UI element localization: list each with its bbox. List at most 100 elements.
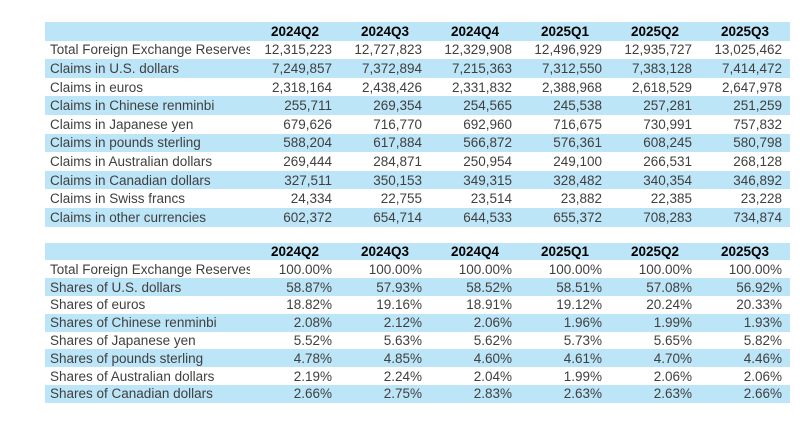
column-header-quarter: 2024Q3 bbox=[360, 243, 410, 259]
value-cell: 255,711 bbox=[284, 98, 332, 114]
table-row: Shares of euros 18.82% 19.16% 18.91% 19.12% 2… bbox=[45, 296, 790, 314]
row-label: Claims in U.S. dollars bbox=[50, 60, 180, 76]
value-cell: 2.06% bbox=[743, 368, 782, 384]
table-row: Claims in Japanese yen 679,626 716,770 692,… bbox=[45, 115, 790, 134]
column-header-quarter: 2025Q2 bbox=[630, 23, 680, 39]
value-cell: 716,675 bbox=[553, 116, 602, 132]
value-cell: 679,626 bbox=[283, 116, 332, 132]
value-cell: 19.12% bbox=[556, 297, 602, 313]
column-header-quarter: 2024Q2 bbox=[270, 243, 320, 259]
value-cell: 655,372 bbox=[553, 209, 602, 225]
row-label: Shares of Australian dollars bbox=[50, 368, 215, 384]
value-cell: 644,533 bbox=[463, 209, 512, 225]
value-cell: 5.65% bbox=[653, 332, 692, 348]
value-cell: 350,153 bbox=[373, 172, 422, 188]
value-cell: 1.99% bbox=[653, 315, 692, 331]
value-cell: 7,372,894 bbox=[361, 60, 422, 76]
row-label: Claims in other currencies bbox=[50, 209, 207, 225]
value-cell: 2.63% bbox=[653, 386, 692, 402]
reserves-levels-table: 2024Q2 2024Q3 2024Q4 2025Q1 2025Q2 2025Q3 Tota… bbox=[45, 22, 790, 227]
value-cell: 20.24% bbox=[646, 297, 692, 313]
value-cell: 7,383,128 bbox=[631, 60, 692, 76]
value-cell: 12,727,823 bbox=[354, 42, 422, 58]
value-cell: 250,954 bbox=[463, 153, 512, 169]
row-label: Shares of U.S. dollars bbox=[50, 279, 182, 295]
table-row: Claims in euros 2,318,164 2,438,426 2,331,8… bbox=[45, 78, 790, 97]
table-row: Total Foreign Exchange Reserves 100.00% 10… bbox=[45, 260, 790, 278]
value-cell: 349,315 bbox=[463, 172, 512, 188]
table-row: Claims in U.S. dollars 7,249,857 7,372,894… bbox=[45, 59, 790, 78]
row-label: Shares of Chinese renminbi bbox=[50, 315, 217, 331]
table-row: Claims in Canadian dollars 327,511 350,153… bbox=[45, 170, 790, 190]
column-header-quarter: 2025Q1 bbox=[540, 243, 590, 259]
value-cell: 4.85% bbox=[383, 350, 422, 366]
value-cell: 327,511 bbox=[284, 172, 332, 188]
value-cell: 4.70% bbox=[653, 350, 692, 366]
value-cell: 7,249,857 bbox=[271, 60, 332, 76]
row-label: Total Foreign Exchange Reserves bbox=[50, 261, 250, 277]
value-cell: 2,438,426 bbox=[361, 79, 422, 95]
column-header-quarter: 2024Q2 bbox=[270, 23, 320, 39]
column-header-quarter: 2025Q3 bbox=[720, 243, 770, 259]
value-cell: 654,714 bbox=[373, 209, 422, 225]
row-label: Claims in Japanese yen bbox=[50, 116, 194, 132]
value-cell: 2.83% bbox=[473, 386, 512, 402]
row-label: Shares of Japanese yen bbox=[50, 332, 196, 348]
value-cell: 588,204 bbox=[283, 135, 332, 151]
value-cell: 7,215,363 bbox=[451, 60, 512, 76]
value-cell: 57.08% bbox=[646, 279, 692, 295]
table-row: Shares of Australian dollars 2.19% 2.24% 2.… bbox=[45, 367, 790, 385]
value-cell: 346,892 bbox=[733, 172, 782, 188]
value-cell: 576,361 bbox=[553, 135, 602, 151]
value-cell: 4.60% bbox=[473, 350, 512, 366]
value-cell: 266,531 bbox=[643, 153, 692, 169]
header-row: 2024Q2 2024Q3 2024Q4 2025Q1 2025Q2 2025Q3 bbox=[45, 22, 790, 41]
value-cell: 22,385 bbox=[650, 191, 692, 207]
value-cell: 2.06% bbox=[653, 368, 692, 384]
value-cell: 4.61% bbox=[563, 350, 602, 366]
value-cell: 602,372 bbox=[283, 209, 332, 225]
value-cell: 2,647,978 bbox=[721, 79, 782, 95]
value-cell: 5.52% bbox=[293, 332, 332, 348]
row-label: Claims in pounds sterling bbox=[50, 135, 201, 151]
row-label: Claims in Canadian dollars bbox=[50, 172, 211, 188]
row-label: Total Foreign Exchange Reserves bbox=[50, 42, 250, 58]
value-cell: 23,228 bbox=[740, 191, 782, 207]
value-cell: 2.66% bbox=[743, 386, 782, 402]
value-cell: 1.99% bbox=[563, 368, 602, 384]
value-cell: 18.91% bbox=[466, 297, 512, 313]
value-cell: 19.16% bbox=[376, 297, 422, 313]
value-cell: 24,334 bbox=[290, 191, 332, 207]
row-label: Claims in euros bbox=[50, 79, 144, 95]
value-cell: 251,259 bbox=[733, 98, 782, 114]
column-header-quarter: 2025Q1 bbox=[540, 23, 590, 39]
value-cell: 566,872 bbox=[463, 135, 512, 151]
value-cell: 2.08% bbox=[293, 315, 332, 331]
column-header-quarter: 2025Q3 bbox=[720, 23, 770, 39]
table-row: Claims in Australian dollars 269,444 284,8… bbox=[45, 152, 790, 171]
value-cell: 2,618,529 bbox=[631, 79, 692, 95]
value-cell: 100.00% bbox=[368, 261, 422, 277]
value-cell: 5.62% bbox=[473, 332, 512, 348]
value-cell: 2,388,968 bbox=[541, 79, 602, 95]
table-row: Shares of Japanese yen 5.52% 5.63% 5.62% 5.7… bbox=[45, 332, 790, 350]
value-cell: 284,871 bbox=[373, 153, 422, 169]
value-cell: 245,538 bbox=[553, 98, 602, 114]
table-row: Claims in pounds sterling 588,204 617,884 5… bbox=[45, 133, 790, 153]
value-cell: 734,874 bbox=[733, 209, 782, 225]
column-header-quarter: 2024Q4 bbox=[450, 243, 500, 259]
value-cell: 7,312,550 bbox=[541, 60, 602, 76]
table-row: Shares of U.S. dollars 58.87% 57.93% 58.52%… bbox=[45, 278, 790, 296]
value-cell: 100.00% bbox=[458, 261, 512, 277]
value-cell: 58.51% bbox=[556, 279, 602, 295]
value-cell: 23,514 bbox=[470, 191, 512, 207]
value-cell: 617,884 bbox=[373, 135, 422, 151]
value-cell: 7,414,472 bbox=[721, 60, 782, 76]
value-cell: 5.63% bbox=[383, 332, 422, 348]
value-cell: 1.96% bbox=[563, 315, 602, 331]
value-cell: 269,354 bbox=[373, 98, 422, 114]
value-cell: 2.24% bbox=[383, 368, 422, 384]
value-cell: 5.82% bbox=[743, 332, 782, 348]
table-row: Claims in Chinese renminbi 255,711 269,354… bbox=[45, 96, 790, 115]
value-cell: 2.19% bbox=[293, 368, 332, 384]
